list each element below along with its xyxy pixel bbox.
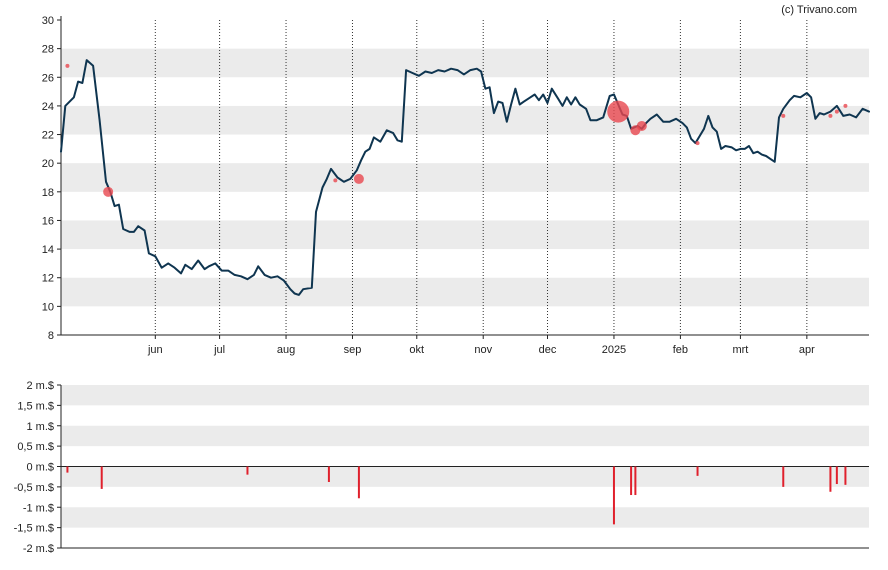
price-y-tick-label: 14 bbox=[42, 244, 54, 256]
price-x-tick-label: 2025 bbox=[602, 344, 626, 356]
insider-bubble-marker bbox=[333, 178, 338, 183]
insider-bubble-marker bbox=[695, 141, 700, 146]
flow-y-tick-label: -1,5 m.$ bbox=[14, 523, 54, 535]
price-x-tick-label: mrt bbox=[732, 344, 748, 356]
flow-grid-band bbox=[61, 425, 869, 447]
price-y-tick-label: 8 bbox=[48, 330, 54, 342]
price-series-line bbox=[60, 59, 870, 296]
price-grid-band bbox=[61, 277, 869, 307]
insider-bubble-marker bbox=[65, 63, 70, 68]
price-y-tick-label: 16 bbox=[42, 215, 54, 227]
price-y-tick-label: 12 bbox=[42, 273, 54, 285]
price-x-tick-label: jun bbox=[147, 344, 163, 356]
flow-y-tick-label: 2 m.$ bbox=[26, 380, 54, 392]
insider-bubble-marker bbox=[843, 103, 848, 108]
price-y-tick-label: 10 bbox=[42, 301, 54, 313]
flow-grid-band bbox=[61, 507, 869, 528]
price-y-tick-label: 30 bbox=[42, 15, 54, 27]
price-grid-band bbox=[61, 220, 869, 250]
insider-bubble-marker bbox=[607, 100, 630, 123]
price-y-tick-label: 28 bbox=[42, 44, 54, 56]
price-x-tick-label: aug bbox=[277, 344, 295, 356]
price-y-tick-label: 22 bbox=[42, 130, 54, 142]
flow-y-tick-label: -2 m.$ bbox=[23, 543, 54, 555]
price-x-tick-label: okt bbox=[409, 344, 424, 356]
price-y-tick-label: 26 bbox=[42, 72, 54, 84]
flow-grid-band bbox=[61, 466, 869, 487]
price-y-tick-label: 20 bbox=[42, 158, 54, 170]
flow-y-tick-label: -1 m.$ bbox=[23, 502, 54, 514]
price-y-tick-label: 24 bbox=[42, 101, 54, 113]
price-grid-band bbox=[61, 163, 869, 192]
flow-y-tick-label: 1 m.$ bbox=[26, 421, 54, 433]
insider-bubble-marker bbox=[834, 109, 839, 114]
insider-bubble-marker bbox=[828, 113, 833, 118]
price-x-tick-label: dec bbox=[539, 344, 557, 356]
insider-bubble-marker bbox=[781, 113, 786, 118]
price-y-tick-label: 18 bbox=[42, 187, 54, 199]
flow-y-tick-label: -0,5 m.$ bbox=[14, 482, 54, 494]
price-x-tick-label: apr bbox=[799, 344, 815, 356]
flow-y-tick-label: 1,5 m.$ bbox=[17, 400, 54, 412]
price-x-tick-label: nov bbox=[474, 344, 492, 356]
flow-y-tick-label: 0 m.$ bbox=[26, 462, 54, 474]
insider-bubble-marker bbox=[636, 120, 647, 131]
price-x-tick-label: feb bbox=[673, 344, 688, 356]
price-grid-band bbox=[61, 105, 869, 135]
price-x-tick-label: sep bbox=[344, 344, 362, 356]
credit-text: (c) Trivano.com bbox=[781, 4, 857, 16]
insider-bubble-marker bbox=[103, 186, 114, 197]
flow-y-tick-label: 0,5 m.$ bbox=[17, 441, 54, 453]
flow-grid-band bbox=[61, 385, 869, 406]
price-x-tick-label: jul bbox=[213, 344, 225, 356]
insider-bubble-marker bbox=[353, 173, 364, 184]
